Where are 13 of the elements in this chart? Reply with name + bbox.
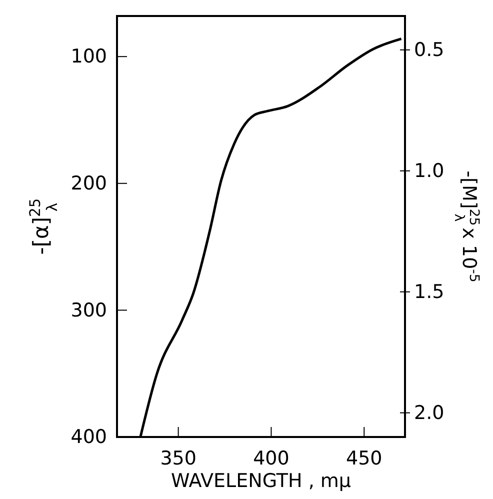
- line-series: [139, 38, 403, 438]
- y2-tick-label: 1.0: [414, 160, 444, 182]
- x-tick-label: 450: [346, 447, 382, 470]
- x-axis-title: WAVELENGTH , mμ: [171, 470, 351, 492]
- y-tick-label: 300: [70, 299, 107, 322]
- y2-tick-label: 0.5: [414, 38, 444, 61]
- x-tick-label: 350: [160, 447, 196, 470]
- x-tick-label: 400: [253, 447, 290, 470]
- y-tick-label: 400: [70, 426, 107, 448]
- y-tick-label: 100: [70, 46, 107, 68]
- y2-tick-label: 2.0: [414, 402, 444, 424]
- y2-tick-label: 1.5: [414, 280, 444, 303]
- y-tick-label: 200: [70, 172, 107, 194]
